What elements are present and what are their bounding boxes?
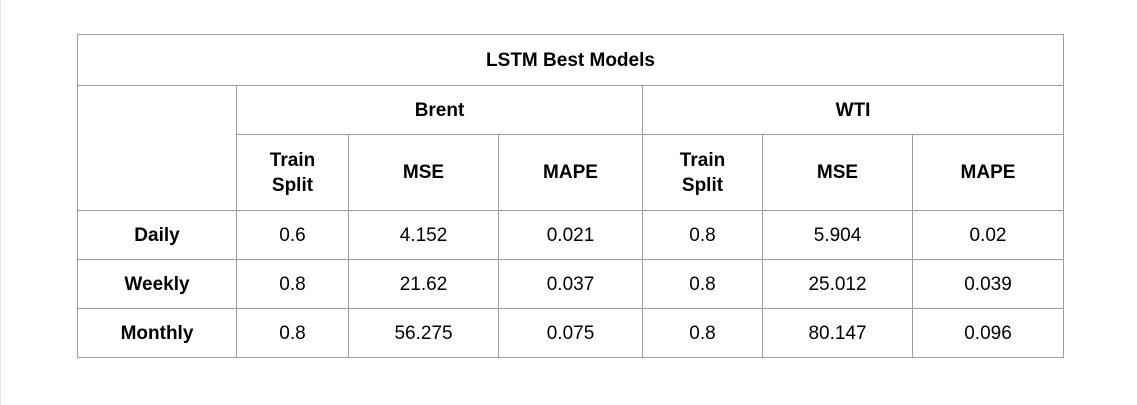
table-row-monthly: Monthly 0.8 56.275 0.075 0.8 80.147 0.09…: [77, 308, 1064, 358]
table-cell: 0.075: [498, 308, 643, 358]
lstm-results-table: LSTM Best Models Brent WTI Train Split M…: [77, 34, 1064, 358]
table-row-weekly: Weekly 0.8 21.62 0.037 0.8 25.012 0.039: [77, 259, 1064, 309]
group-header-wti: WTI: [642, 85, 1064, 135]
table-cell: 5.904: [762, 210, 913, 260]
corner-cell: [77, 85, 237, 211]
table-cell: 0.8: [236, 308, 349, 358]
col-header-brent-train-split: Train Split: [236, 134, 349, 211]
table-cell: 0.039: [912, 259, 1064, 309]
table-cell: 25.012: [762, 259, 913, 309]
col-header-wti-train-split: Train Split: [642, 134, 763, 211]
table-cell: 56.275: [348, 308, 499, 358]
col-header-wti-mse: MSE: [762, 134, 913, 211]
table-title: LSTM Best Models: [77, 34, 1064, 86]
table-cell: 0.8: [642, 259, 763, 309]
col-header-brent-mape: MAPE: [498, 134, 643, 211]
table-cell: 0.8: [642, 210, 763, 260]
table-cell: 80.147: [762, 308, 913, 358]
row-label: Monthly: [77, 308, 237, 358]
table-cell: 0.6: [236, 210, 349, 260]
table-cell: 0.096: [912, 308, 1064, 358]
row-label: Daily: [77, 210, 237, 260]
window-left-edge: [0, 0, 1, 405]
table-row-daily: Daily 0.6 4.152 0.021 0.8 5.904 0.02: [77, 210, 1064, 260]
table-cell: 0.021: [498, 210, 643, 260]
table-cell: 0.037: [498, 259, 643, 309]
row-label: Weekly: [77, 259, 237, 309]
table-cell: 0.8: [642, 308, 763, 358]
group-header-brent: Brent: [236, 85, 643, 135]
col-header-wti-mape: MAPE: [912, 134, 1064, 211]
table-cell: 4.152: [348, 210, 499, 260]
col-header-brent-mse: MSE: [348, 134, 499, 211]
table-cell: 21.62: [348, 259, 499, 309]
table-cell: 0.8: [236, 259, 349, 309]
table-cell: 0.02: [912, 210, 1064, 260]
